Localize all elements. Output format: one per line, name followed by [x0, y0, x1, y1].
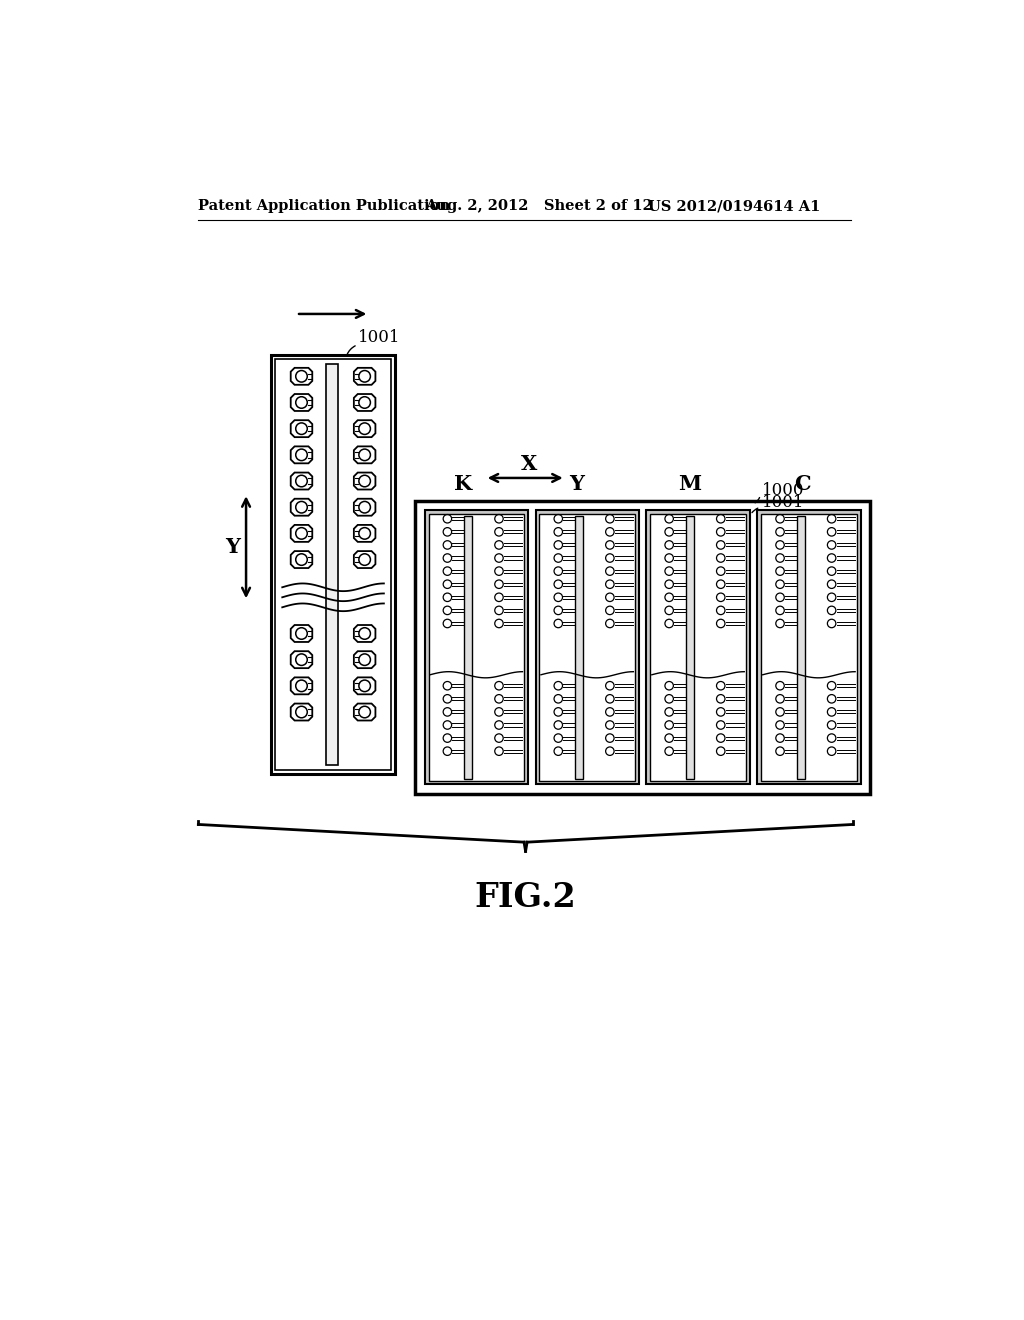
Bar	[416, 502, 869, 793]
Polygon shape	[354, 704, 376, 721]
Polygon shape	[354, 651, 376, 668]
Polygon shape	[354, 677, 376, 694]
Bar	[797, 516, 805, 779]
Bar	[275, 359, 391, 770]
Text: 1001: 1001	[357, 329, 400, 346]
Text: 1001: 1001	[762, 494, 805, 511]
Bar	[646, 511, 750, 784]
Bar	[575, 516, 583, 779]
Bar	[464, 516, 472, 779]
Text: M: M	[678, 474, 701, 494]
Polygon shape	[291, 552, 312, 568]
Polygon shape	[354, 395, 376, 411]
Polygon shape	[354, 552, 376, 568]
Polygon shape	[291, 651, 312, 668]
Bar	[686, 516, 693, 779]
Text: Y: Y	[569, 474, 584, 494]
Bar	[540, 515, 635, 780]
Bar	[761, 515, 857, 780]
Bar	[326, 364, 338, 766]
Polygon shape	[291, 704, 312, 721]
Polygon shape	[291, 677, 312, 694]
Text: Aug. 2, 2012   Sheet 2 of 12: Aug. 2, 2012 Sheet 2 of 12	[425, 199, 652, 213]
Polygon shape	[291, 525, 312, 543]
Bar	[536, 511, 639, 784]
Text: FIG.2: FIG.2	[474, 882, 575, 913]
Polygon shape	[354, 473, 376, 490]
Text: US 2012/0194614 A1: US 2012/0194614 A1	[648, 199, 820, 213]
Polygon shape	[291, 626, 312, 642]
Polygon shape	[291, 446, 312, 463]
Text: Y: Y	[224, 537, 240, 557]
Text: X: X	[520, 454, 537, 474]
Polygon shape	[354, 499, 376, 516]
Polygon shape	[291, 473, 312, 490]
Polygon shape	[291, 420, 312, 437]
Bar	[270, 355, 395, 775]
Bar	[650, 515, 745, 780]
Polygon shape	[354, 626, 376, 642]
Text: K: K	[454, 474, 472, 494]
Polygon shape	[354, 525, 376, 543]
Polygon shape	[291, 368, 312, 385]
Polygon shape	[354, 446, 376, 463]
Polygon shape	[354, 368, 376, 385]
Bar	[758, 511, 860, 784]
Polygon shape	[354, 420, 376, 437]
Polygon shape	[291, 395, 312, 411]
Bar	[425, 511, 528, 784]
Bar	[429, 515, 524, 780]
Text: 1000: 1000	[762, 482, 805, 499]
Text: Patent Application Publication: Patent Application Publication	[199, 199, 451, 213]
Polygon shape	[291, 499, 312, 516]
Text: C: C	[795, 474, 811, 494]
